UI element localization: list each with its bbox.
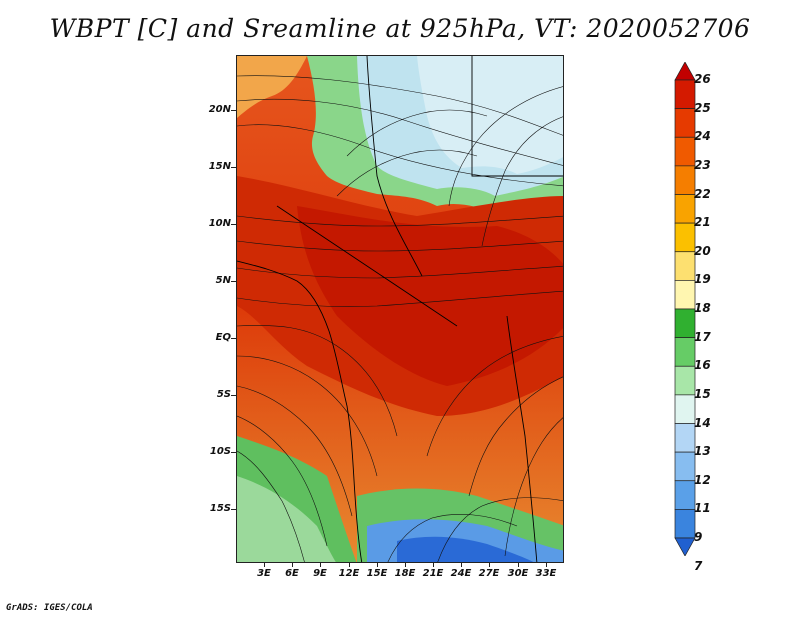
colorbar-segment	[674, 222, 696, 253]
colorbar-label: 11	[694, 501, 711, 516]
lat-tick	[231, 281, 236, 282]
lat-tick	[231, 452, 236, 453]
lat-label-15s: 15S	[209, 503, 231, 514]
lat-label-eq: EQ	[215, 332, 231, 343]
colorbar-segment	[674, 480, 696, 510]
colorbar-segment	[674, 337, 696, 367]
lon-tick	[461, 563, 462, 567]
lon-label-3e: 3E	[257, 568, 271, 579]
lon-label-33e: 33E	[535, 568, 557, 579]
colorbar-segment	[674, 280, 696, 310]
lat-tick	[231, 395, 236, 396]
colorbar-label: 26	[694, 72, 711, 86]
colorbar-label: 18	[694, 301, 711, 315]
lon-label-15e: 15E	[366, 568, 388, 579]
colorbar-label: 9	[694, 530, 703, 544]
colorbar-segment	[674, 537, 696, 556]
colorbar-segment	[674, 136, 696, 167]
chart-title: WBPT [C] and Sreamline at 925hPa, VT: 20…	[49, 14, 751, 43]
lat-tick	[231, 338, 236, 339]
wbpt-field	[237, 56, 563, 562]
colorbar-label: 24	[694, 129, 711, 144]
boundaries	[237, 56, 563, 562]
lat-tick	[231, 167, 236, 168]
lon-tick	[349, 563, 350, 567]
colorbar-label: 22	[694, 186, 711, 201]
lon-tick	[546, 563, 547, 567]
lon-label-18e: 18E	[394, 568, 416, 579]
lon-tick	[518, 563, 519, 567]
lat-label-5n: 5N	[215, 275, 231, 286]
colorbar-segment	[674, 251, 696, 281]
lat-tick	[231, 509, 236, 510]
colorbar-label: 12	[694, 472, 711, 487]
lon-tick	[377, 563, 378, 567]
colorbar-label: 20	[694, 243, 711, 258]
southern-coldest-core	[397, 536, 534, 562]
lon-tick	[292, 563, 293, 567]
colorbar-segment	[674, 423, 696, 453]
lon-label-21e: 21E	[422, 568, 444, 579]
colorbar-label: 19	[694, 272, 711, 287]
colorbar-label: 21	[694, 215, 711, 230]
colorbar-segment	[674, 451, 696, 482]
colorbar-segment	[674, 509, 696, 539]
desert-cool-core	[417, 56, 563, 174]
lon-tick	[320, 563, 321, 567]
lat-label-5s: 5S	[216, 389, 231, 400]
lon-label-9e: 9E	[313, 568, 327, 579]
lon-label-30e: 30E	[507, 568, 529, 579]
colorbar-label: 13	[694, 444, 711, 459]
lat-label-10n: 10N	[208, 218, 231, 229]
map-panel	[236, 55, 564, 563]
colorbar-segment	[674, 108, 696, 138]
northwest-warm-patch	[237, 56, 307, 118]
colorbar-segment	[674, 194, 696, 224]
lon-label-6e: 6E	[285, 568, 299, 579]
colorbar-segment	[674, 365, 696, 396]
colorbar-segment	[674, 79, 696, 109]
colorbar-label: 16	[694, 358, 711, 373]
lon-tick	[489, 563, 490, 567]
colorbar-segment	[674, 165, 696, 195]
lon-label-12e: 12E	[338, 568, 360, 579]
lon-tick	[405, 563, 406, 567]
lon-tick	[264, 563, 265, 567]
colorbar-label: 23	[694, 157, 711, 172]
colorbar-label: 17	[694, 329, 711, 344]
colorbar-segment	[674, 62, 696, 81]
grads-credit: GrADS: IGES/COLA	[6, 603, 93, 613]
lat-label-20n: 20N	[208, 104, 231, 115]
lon-label-27e: 27E	[478, 568, 500, 579]
colorbar-segments	[674, 62, 696, 556]
lat-tick	[231, 224, 236, 225]
lon-tick	[433, 563, 434, 567]
colorbar	[674, 62, 696, 556]
colorbar-label: 15	[694, 386, 711, 401]
colorbar-label: 25	[694, 100, 711, 115]
southwest-light-green	[237, 476, 336, 562]
streamlines	[237, 75, 563, 562]
lon-label-24e: 24E	[450, 568, 472, 579]
lat-label-10s: 10S	[209, 446, 231, 457]
colorbar-segment	[674, 308, 696, 338]
colorbar-segment	[674, 394, 696, 424]
colorbar-label: 7	[694, 558, 703, 573]
colorbar-label: 14	[694, 415, 711, 430]
lat-tick	[231, 110, 236, 111]
lat-label-15n: 15N	[208, 161, 231, 172]
